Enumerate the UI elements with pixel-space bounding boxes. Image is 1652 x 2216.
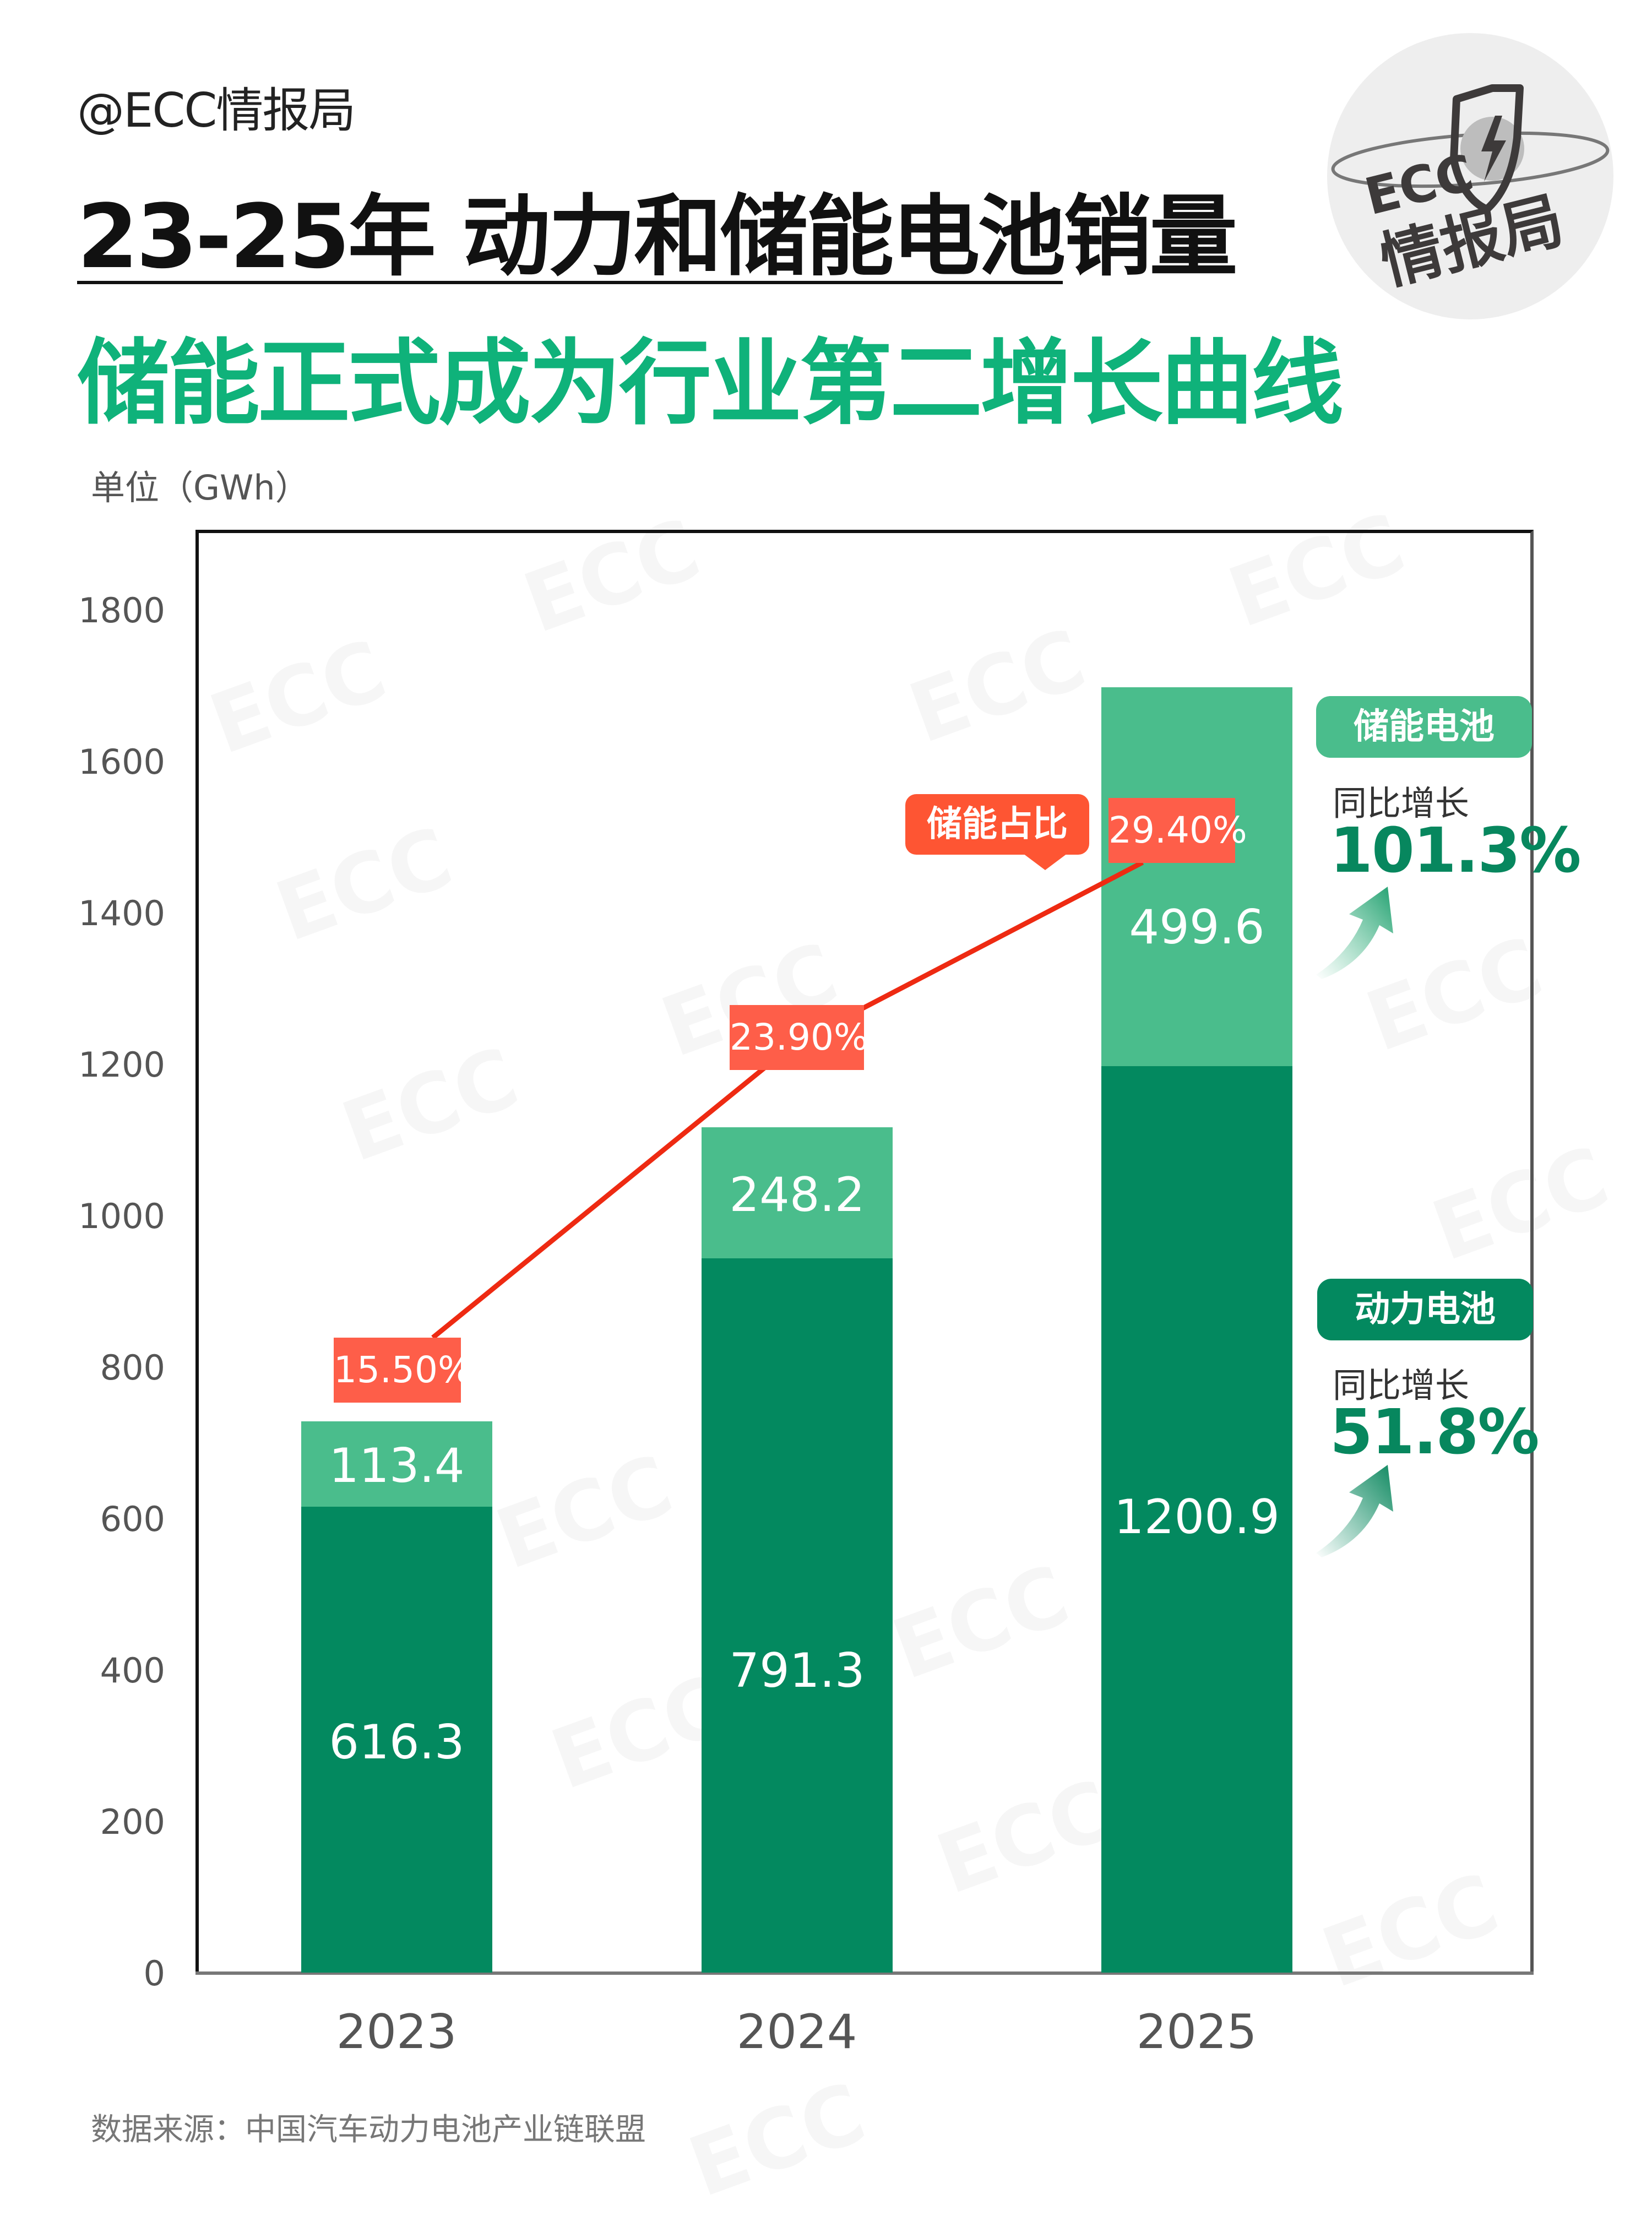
share-label-2023: 15.50% <box>334 1338 472 1403</box>
bar-value-storage-2024: 248.2 <box>729 1167 865 1223</box>
y-tick-label: 1000 <box>78 1196 165 1236</box>
shield-lightning-globe-icon: ECC 情报局 <box>1331 84 1610 298</box>
y-tick-label: 1200 <box>78 1045 165 1085</box>
storage-yoy-label: 同比增长 <box>1333 783 1470 823</box>
y-tick-label: 200 <box>100 1802 165 1842</box>
share-label-2025: 29.40% <box>1108 798 1247 863</box>
x-axis-label-2025: 2025 <box>1136 2005 1257 2060</box>
storage-yoy-value: 101.3% <box>1330 815 1581 887</box>
y-tick-label: 0 <box>143 1953 165 1994</box>
storage-share-callout: 储能占比 <box>905 794 1089 855</box>
bar-storage-2023[interactable] <box>301 1421 492 1507</box>
bar-value-power-2024: 791.3 <box>729 1643 865 1698</box>
bar-power-2025[interactable] <box>1101 1066 1292 1973</box>
title-divider <box>77 281 1063 284</box>
power-yoy-value: 51.8% <box>1330 1397 1540 1468</box>
legend-power-battery: 动力电池 <box>1317 1279 1533 1340</box>
data-source-note: 数据来源：中国汽车动力电池产业链联盟 <box>91 2112 646 2148</box>
bar-value-storage-2025: 499.6 <box>1129 900 1265 955</box>
y-axis-unit-label: 单位（GWh） <box>91 468 309 508</box>
y-tick-label: 1600 <box>78 742 165 782</box>
bar-storage-2024[interactable] <box>702 1127 893 1258</box>
bar-value-storage-2023: 113.4 <box>329 1438 465 1493</box>
brand-logo: ECC 情报局 <box>1327 33 1613 319</box>
bar-power-2024[interactable] <box>702 1258 893 1973</box>
y-tick-label: 800 <box>100 1348 165 1388</box>
bar-value-power-2023: 616.3 <box>329 1715 465 1770</box>
bar-power-2023[interactable] <box>301 1507 492 1973</box>
x-axis-label-2024: 2024 <box>736 2005 857 2060</box>
share-label-2024: 23.90% <box>730 1005 868 1070</box>
bar-value-power-2025: 1200.9 <box>1114 1490 1280 1545</box>
y-tick-label: 1800 <box>78 590 165 631</box>
y-tick-label: 400 <box>100 1650 165 1691</box>
account-handle: @ECC情报局 <box>77 83 356 138</box>
power-yoy-label: 同比增长 <box>1333 1365 1470 1405</box>
x-axis-label-2023: 2023 <box>336 2005 457 2060</box>
legend-storage-battery: 储能电池 <box>1316 696 1532 758</box>
callout-pointer <box>1023 854 1067 870</box>
x-axis-line <box>195 1971 1534 1975</box>
bar-storage-2025[interactable] <box>1101 687 1292 1066</box>
page-title: 23-25年 动力和储能电池销量 <box>77 185 1237 288</box>
page-subtitle: 储能正式成为行业第二增长曲线 <box>77 329 1344 437</box>
chart-frame <box>195 530 1534 1974</box>
growth-arrow-icon <box>1316 887 1393 979</box>
y-tick-label: 1400 <box>78 893 165 933</box>
growth-arrow-icon <box>1316 1465 1393 1557</box>
y-tick-label: 600 <box>100 1499 165 1539</box>
